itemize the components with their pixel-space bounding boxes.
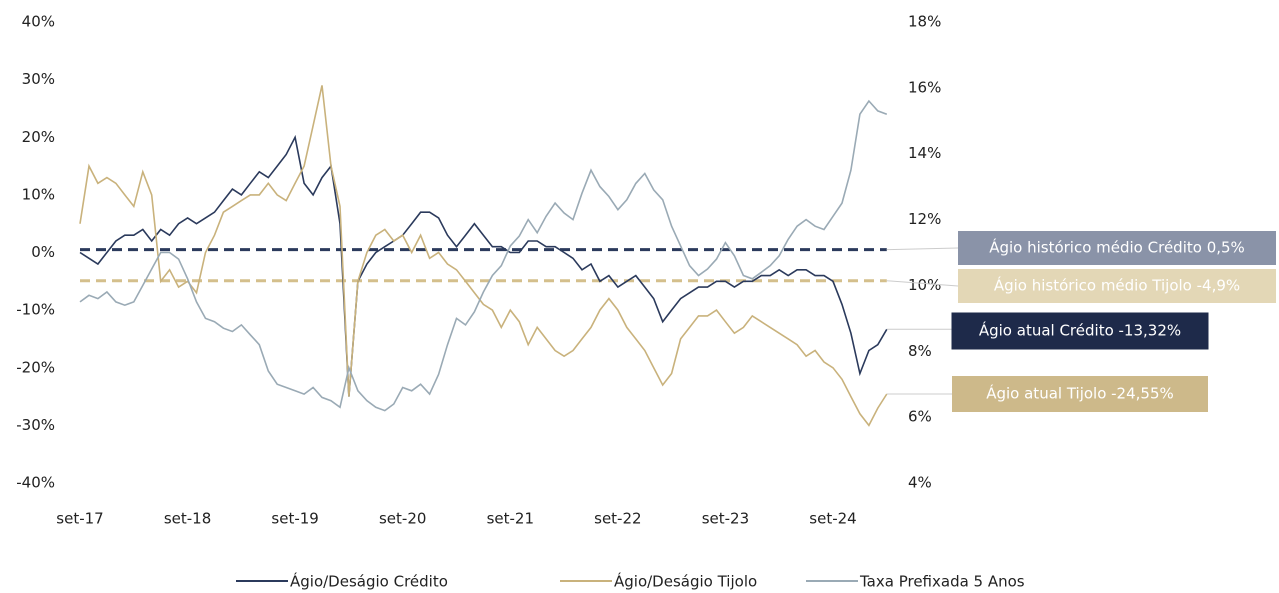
label-box <box>958 269 1276 303</box>
annotation-label: Ágio atual Crédito -13,32% <box>979 321 1181 340</box>
y-tick-label: 20% <box>22 128 55 146</box>
series-line <box>79 85 888 427</box>
label-box <box>952 376 1208 412</box>
y-tick-label: -10% <box>16 301 55 319</box>
y-tick-label: -20% <box>16 358 55 376</box>
x-tick-label: set-18 <box>164 510 211 528</box>
y-tick-label: 30% <box>22 70 55 88</box>
reference-label: Ágio histórico médio Tijolo -4,9% <box>994 276 1240 295</box>
legend-label: Ágio/Deságio Tijolo <box>614 572 757 591</box>
y-tick-label: 0% <box>31 243 55 261</box>
x-tick-label: set-17 <box>56 510 103 528</box>
connector <box>886 247 959 251</box>
series-line <box>79 134 888 397</box>
x-tick-label: set-20 <box>379 510 426 528</box>
y2-tick-label: 18% <box>908 13 941 31</box>
series-line <box>79 99 888 412</box>
y-tick-label: 40% <box>22 13 55 31</box>
legend-label: Ágio/Deságio Crédito <box>290 572 448 591</box>
legend-label: Taxa Prefixada 5 Anos <box>859 573 1025 591</box>
x-tick-label: set-21 <box>487 510 534 528</box>
y2-tick-label: 10% <box>908 276 941 294</box>
x-tick-label: set-24 <box>809 510 856 528</box>
y2-tick-label: 12% <box>908 210 941 228</box>
x-tick-label: set-23 <box>702 510 749 528</box>
y2-tick-label: 16% <box>908 78 941 96</box>
label-box <box>951 312 1209 350</box>
y2-tick-label: 4% <box>908 474 932 492</box>
x-tick-label: set-22 <box>594 510 641 528</box>
connector <box>886 280 959 287</box>
y-tick-label: -30% <box>16 416 55 434</box>
y2-tick-label: 8% <box>908 342 932 360</box>
label-box <box>958 231 1276 265</box>
y-tick-label: 10% <box>22 185 55 203</box>
y2-tick-label: 6% <box>908 408 932 426</box>
annotation-label: Ágio atual Tijolo -24,55% <box>986 384 1174 403</box>
y-tick-label: -40% <box>16 474 55 492</box>
reference-label: Ágio histórico médio Crédito 0,5% <box>989 238 1245 257</box>
y2-tick-label: 14% <box>908 144 941 162</box>
x-tick-label: set-19 <box>271 510 318 528</box>
